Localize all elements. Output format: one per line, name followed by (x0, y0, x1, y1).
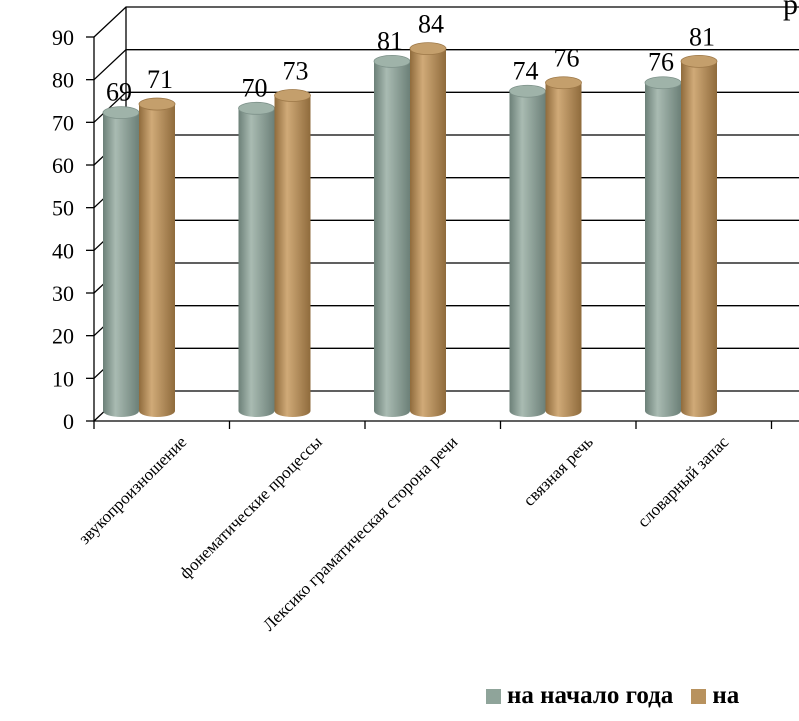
bars (102, 42, 718, 418)
data-label-1-1: 69 (106, 78, 132, 107)
x-tick-label-2: фонематические процессы (176, 432, 327, 583)
bar-1-1 (102, 106, 140, 417)
y-tick-label: 80 (52, 68, 74, 93)
y-tick-label: 30 (52, 281, 74, 306)
y-tick-label: 50 (52, 196, 74, 221)
y-tick-label: 20 (52, 324, 74, 349)
legend-label-series-2: на (712, 682, 740, 709)
corner-text: р (783, 0, 798, 21)
y-tick-label: 40 (52, 238, 74, 263)
bar-1-2 (238, 101, 275, 417)
bar-2-5 (680, 55, 718, 418)
data-label-1-3: 81 (377, 26, 403, 55)
legend-item-series-1: на начало года (486, 682, 673, 710)
x-tick-label-1: звукопроизношение (75, 432, 191, 548)
data-label-2-2: 73 (283, 57, 309, 86)
bar-2-3 (409, 42, 447, 417)
legend-swatch-series-1 (486, 688, 501, 704)
x-tick-label-4: связная речь (519, 432, 597, 510)
y-tick-label: 0 (63, 409, 74, 434)
legend-swatch-series-2 (691, 688, 707, 704)
data-label-2-4: 76 (554, 44, 580, 73)
bar-2-2 (274, 89, 311, 418)
bar-1-4 (509, 84, 546, 418)
data-label-1-2: 70 (242, 73, 268, 102)
data-label-2-1: 71 (147, 65, 173, 94)
y-tick-label: 70 (52, 110, 74, 135)
bar-2-1 (138, 97, 176, 418)
data-label-1-4: 74 (513, 56, 539, 85)
bar-1-5 (644, 76, 682, 417)
data-label-2-3: 84 (418, 10, 444, 39)
x-tick-label-5: словарный запас (634, 432, 733, 531)
data-labels: 69 71 70 73 81 84 74 76 76 81 (106, 10, 715, 107)
legend-item-series-2: на (691, 682, 739, 710)
legend: на начало года на (486, 679, 757, 713)
y-tick-label: 90 (52, 25, 74, 50)
y-tick-label: 10 (52, 366, 74, 391)
bar-2-4 (545, 76, 582, 417)
data-label-2-5: 81 (689, 22, 715, 51)
y-axis: 0 10 20 30 40 50 60 70 80 90 (52, 7, 799, 434)
y-tick-label: 60 (52, 153, 74, 178)
bar-1-3 (373, 55, 411, 418)
legend-label-series-1: на начало года (507, 682, 674, 709)
data-label-1-5: 76 (648, 48, 674, 77)
